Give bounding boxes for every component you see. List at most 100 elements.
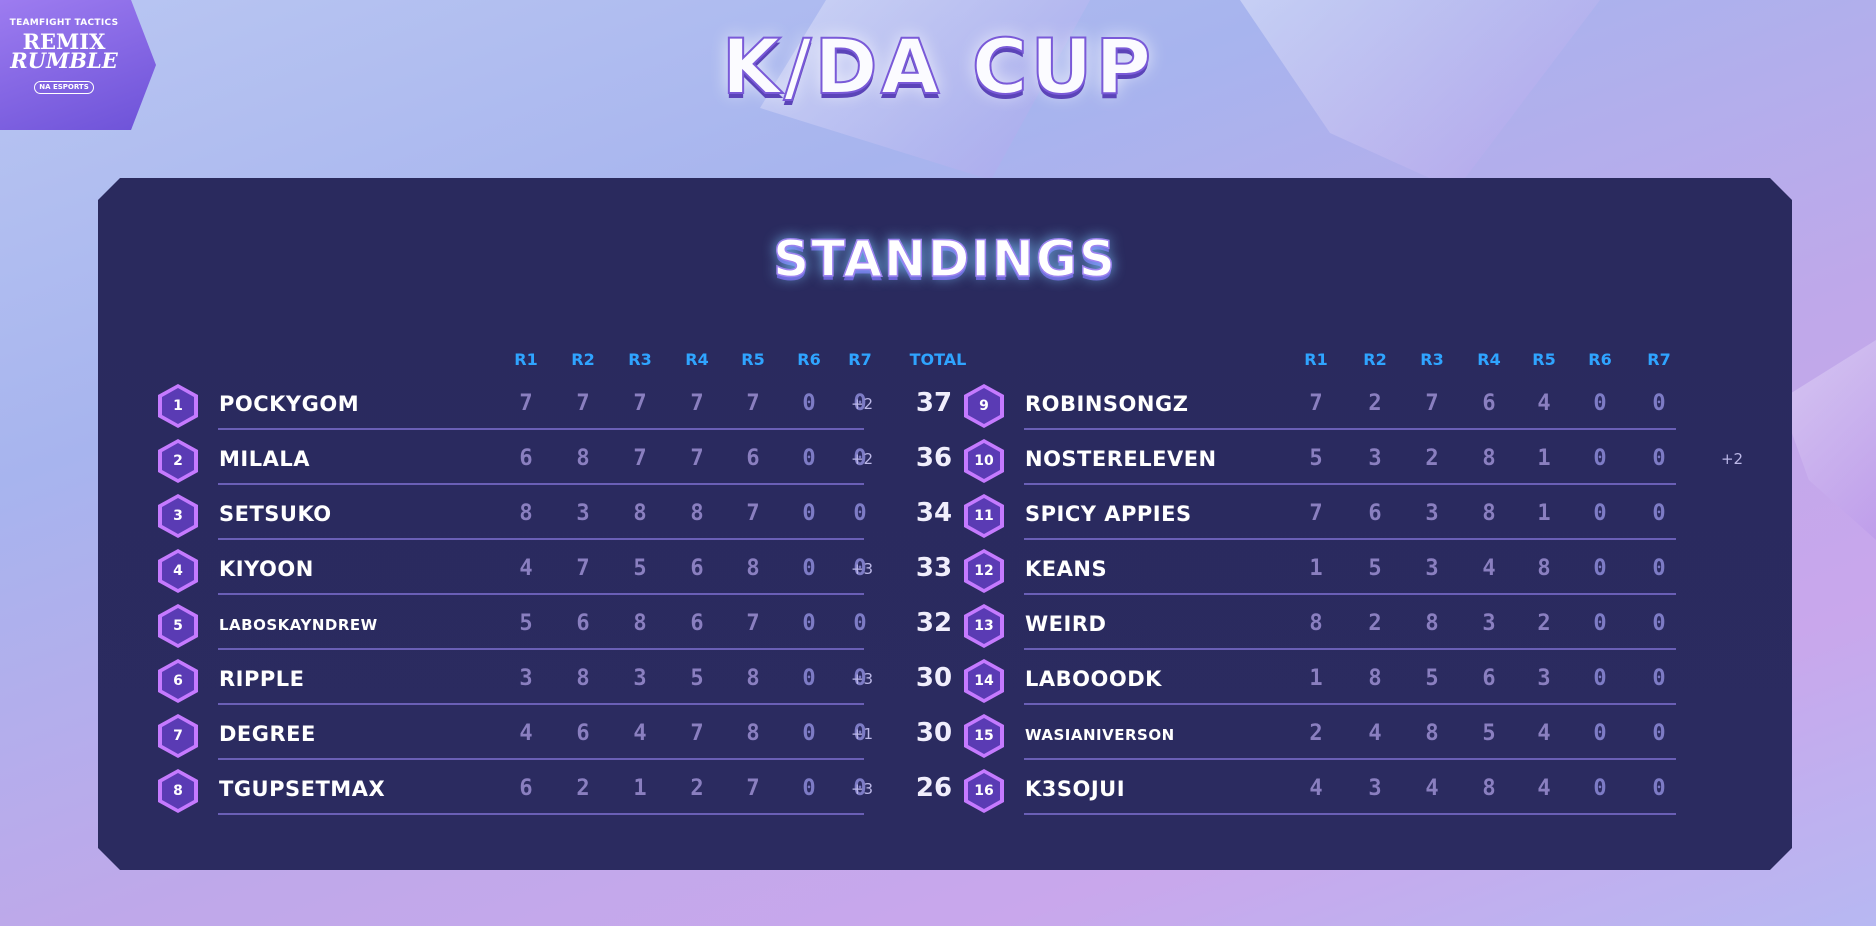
round-header: R6 bbox=[1588, 350, 1612, 369]
round-score: 7 bbox=[690, 721, 704, 746]
round-score: 5 bbox=[1368, 556, 1382, 581]
round-header: R1 bbox=[1304, 350, 1328, 369]
round-header: R5 bbox=[1532, 350, 1556, 369]
round-header: R3 bbox=[1420, 350, 1444, 369]
bonus-points: +1 bbox=[850, 725, 874, 743]
round-score: 0 bbox=[802, 666, 816, 691]
round-score: 0 bbox=[1652, 446, 1666, 471]
total-points: 33 bbox=[915, 553, 953, 583]
round-score: 0 bbox=[802, 556, 816, 581]
round-score: 0 bbox=[1593, 556, 1607, 581]
row-divider bbox=[1024, 648, 1676, 650]
rank-number: 2 bbox=[162, 443, 194, 479]
round-score: 0 bbox=[1652, 776, 1666, 801]
row-divider bbox=[218, 813, 864, 815]
round-score: 5 bbox=[519, 611, 533, 636]
round-score: 0 bbox=[1652, 721, 1666, 746]
rank-number: 8 bbox=[162, 773, 194, 809]
player-name: SETSUKO bbox=[219, 502, 332, 526]
round-header: R2 bbox=[1363, 350, 1387, 369]
round-score: 2 bbox=[690, 776, 704, 801]
round-score: 0 bbox=[802, 391, 816, 416]
round-score: 1 bbox=[1309, 666, 1323, 691]
round-score: 8 bbox=[1309, 611, 1323, 636]
rank-badge: 11 bbox=[964, 494, 1004, 538]
rank-badge: 16 bbox=[964, 769, 1004, 813]
total-points: 23 bbox=[1801, 663, 1839, 693]
player-name: K3SOJUI bbox=[1025, 777, 1126, 801]
round-score: 8 bbox=[746, 666, 760, 691]
round-score: 3 bbox=[1537, 666, 1551, 691]
round-score: 0 bbox=[1652, 391, 1666, 416]
round-score: 0 bbox=[802, 776, 816, 801]
round-score: 0 bbox=[1652, 556, 1666, 581]
round-score: 8 bbox=[1482, 501, 1496, 526]
total-points: 32 bbox=[915, 608, 953, 638]
round-score: 7 bbox=[746, 501, 760, 526]
standings-panel: STANDINGS R1 R2 R3 R4 R5 R6 R7 TOTAL 1 POCKYGOM 7 7… bbox=[98, 178, 1792, 870]
rank-badge: 3 bbox=[158, 494, 198, 538]
round-score: 0 bbox=[1652, 666, 1666, 691]
round-score: 7 bbox=[576, 391, 590, 416]
round-score: 2 bbox=[1368, 611, 1382, 636]
total-points: 23 bbox=[1801, 608, 1839, 638]
round-score: 3 bbox=[519, 666, 533, 691]
rank-number: 12 bbox=[968, 553, 1000, 589]
row-divider bbox=[1024, 538, 1676, 540]
player-name: WEIRD bbox=[1025, 612, 1107, 636]
rank-badge: 2 bbox=[158, 439, 198, 483]
round-score: 4 bbox=[1309, 776, 1323, 801]
round-score: 6 bbox=[576, 611, 590, 636]
total-points: 37 bbox=[915, 388, 953, 418]
round-score: 3 bbox=[1482, 611, 1496, 636]
round-score: 0 bbox=[1593, 446, 1607, 471]
round-score: 0 bbox=[853, 501, 867, 526]
round-score: 3 bbox=[1368, 446, 1382, 471]
row-divider bbox=[1024, 593, 1676, 595]
round-score: 0 bbox=[1593, 721, 1607, 746]
rank-number: 1 bbox=[162, 388, 194, 424]
round-score: 7 bbox=[746, 776, 760, 801]
player-name: NOSTERELEVEN bbox=[1025, 447, 1217, 471]
round-score: 0 bbox=[853, 611, 867, 636]
row-divider bbox=[1024, 428, 1676, 430]
player-name: LABOSKAYNDREW bbox=[219, 616, 378, 634]
round-score: 8 bbox=[746, 721, 760, 746]
round-score: 2 bbox=[1425, 446, 1439, 471]
event-logo: TEAMFIGHT TACTICS REMIX RUMBLE NA ESPORT… bbox=[0, 0, 156, 130]
round-score: 2 bbox=[1537, 611, 1551, 636]
rank-badge: 9 bbox=[964, 384, 1004, 428]
round-score: 8 bbox=[576, 666, 590, 691]
round-header: R4 bbox=[685, 350, 709, 369]
round-score: 7 bbox=[633, 446, 647, 471]
rank-number: 13 bbox=[968, 608, 1000, 644]
round-header: R4 bbox=[1477, 350, 1501, 369]
player-name: WASIANIVERSON bbox=[1025, 726, 1175, 744]
rank-number: 10 bbox=[968, 443, 1000, 479]
round-score: 6 bbox=[576, 721, 590, 746]
rank-number: 3 bbox=[162, 498, 194, 534]
round-score: 4 bbox=[1537, 721, 1551, 746]
round-score: 8 bbox=[746, 556, 760, 581]
total-points: 30 bbox=[915, 718, 953, 748]
logo-line: RUMBLE bbox=[10, 48, 118, 73]
rank-number: 4 bbox=[162, 553, 194, 589]
row-divider bbox=[218, 428, 864, 430]
round-score: 4 bbox=[633, 721, 647, 746]
round-score: 0 bbox=[1593, 501, 1607, 526]
rank-badge: 5 bbox=[158, 604, 198, 648]
round-score: 7 bbox=[690, 391, 704, 416]
player-name: KIYOON bbox=[219, 557, 314, 581]
round-header: R5 bbox=[741, 350, 765, 369]
round-score: 8 bbox=[1482, 446, 1496, 471]
rank-number: 7 bbox=[162, 718, 194, 754]
rank-badge: 12 bbox=[964, 549, 1004, 593]
bonus-points: +3 bbox=[850, 780, 874, 798]
rank-badge: 14 bbox=[964, 659, 1004, 703]
round-score: 0 bbox=[802, 446, 816, 471]
round-score: 7 bbox=[1309, 391, 1323, 416]
total-points: 23 bbox=[1801, 718, 1839, 748]
round-header: R2 bbox=[571, 350, 595, 369]
round-score: 8 bbox=[633, 501, 647, 526]
player-name: RIPPLE bbox=[219, 667, 305, 691]
